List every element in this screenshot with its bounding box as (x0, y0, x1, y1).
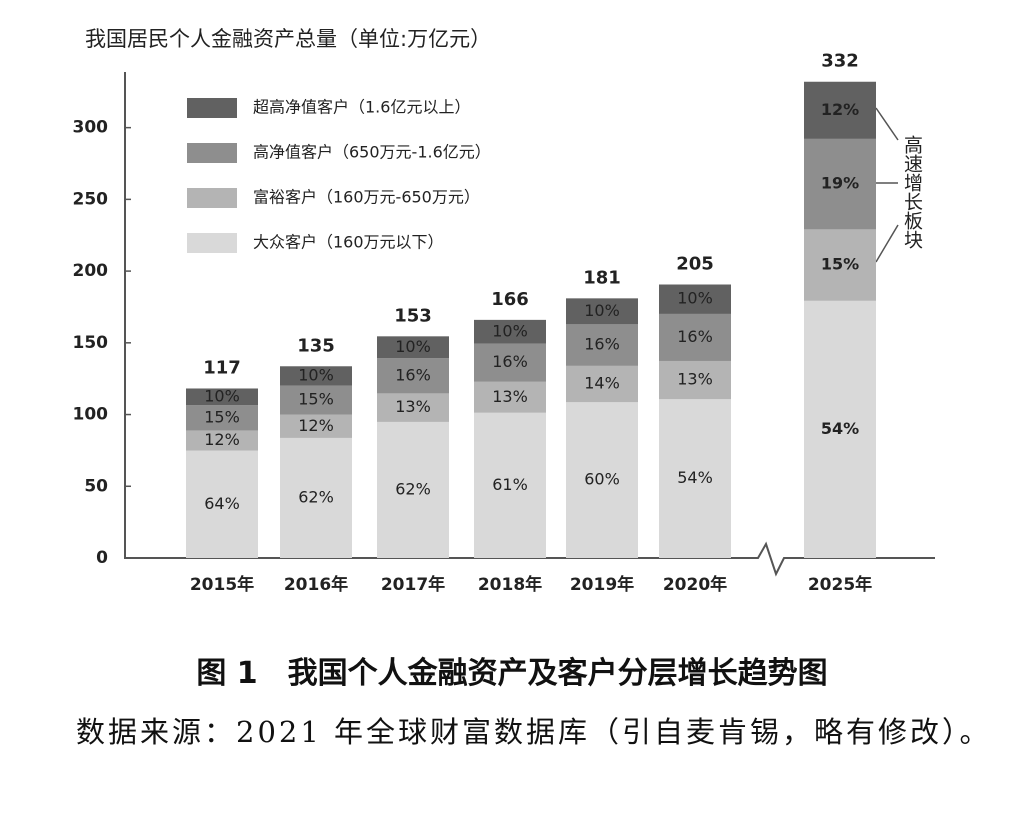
bar-segment (804, 81, 876, 139)
legend-label: 富裕客户（160万元-650万元） (253, 188, 480, 207)
segment-label: 14% (584, 374, 620, 393)
y-tick-label: 150 (73, 333, 109, 353)
segment-label: 54% (677, 468, 713, 487)
caption: 图 1 我国个人金融资产及客户分层增长趋势图 (196, 656, 828, 691)
segment-label: 10% (204, 386, 240, 405)
y-tick-label: 200 (73, 261, 109, 281)
legend-swatch (187, 188, 237, 208)
bar-segment (186, 430, 258, 451)
bar-segment (280, 385, 352, 415)
legend-label: 高净值客户（650万元-1.6亿元） (253, 143, 491, 162)
segment-label: 12% (298, 416, 334, 435)
bar-segment (377, 393, 449, 422)
bar-segment (280, 437, 352, 558)
x-tick-label: 2025年 (808, 574, 872, 595)
total-label: 166 (491, 289, 529, 310)
segment-label: 60% (584, 470, 620, 489)
total-label: 332 (821, 51, 859, 72)
bar-segment (377, 358, 449, 394)
bar-segment (186, 405, 258, 431)
segment-label: 10% (298, 365, 334, 384)
y-tick-label: 100 (73, 405, 109, 425)
y-tick-label: 50 (84, 476, 108, 496)
segment-label: 12% (821, 100, 859, 119)
bar-segment (377, 421, 449, 558)
y-tick-label: 300 (73, 118, 109, 138)
segment-label: 62% (298, 487, 334, 506)
bar-segment (659, 284, 731, 314)
legend-swatch (187, 98, 237, 118)
bar-segment (280, 414, 352, 438)
x-tick-label: 2015年 (190, 574, 254, 595)
bar-segment (474, 381, 546, 413)
bar-segment (474, 343, 546, 382)
x-tick-label: 2020年 (663, 574, 727, 595)
bar-segment (377, 336, 449, 359)
segment-label: 15% (821, 255, 859, 274)
segment-label: 54% (821, 419, 859, 438)
legend-label: 超高净值客户（1.6亿元以上） (253, 98, 470, 117)
segment-label: 10% (395, 337, 431, 356)
bar-segment (804, 229, 876, 301)
legend-swatch (187, 143, 237, 163)
segment-label: 16% (584, 335, 620, 354)
legend-label: 大众客户（160万元以下） (253, 233, 444, 252)
chart-title: 我国居民个人金融资产总量（单位:万亿元） (85, 27, 491, 51)
bar-segment (566, 298, 638, 325)
total-label: 117 (203, 357, 241, 378)
total-label: 205 (676, 254, 714, 275)
segment-label: 15% (204, 407, 240, 426)
x-tick-label: 2017年 (381, 574, 445, 595)
total-label: 181 (583, 267, 621, 288)
bar-segment (186, 450, 258, 558)
segment-label: 12% (204, 430, 240, 449)
bar-segment (280, 366, 352, 386)
bar-segment (566, 324, 638, 366)
segment-label: 64% (204, 494, 240, 513)
segment-label: 15% (298, 390, 334, 409)
annotation-lines (875, 107, 899, 263)
x-tick-label: 2019年 (570, 574, 634, 595)
total-label: 153 (394, 305, 432, 326)
bar-segment (566, 402, 638, 558)
bar-segment (474, 412, 546, 558)
bar-segment (659, 313, 731, 361)
bar-segment (566, 365, 638, 403)
legend-swatch (187, 233, 237, 253)
bar-segment (474, 319, 546, 344)
segment-label: 13% (395, 397, 431, 416)
segment-label: 19% (821, 174, 859, 193)
segment-label: 13% (677, 370, 713, 389)
segment-label: 10% (584, 301, 620, 320)
total-label: 135 (297, 335, 335, 356)
bar-segment (804, 138, 876, 230)
bar-segment (659, 360, 731, 400)
y-tick-label: 0 (96, 548, 108, 568)
segment-label: 62% (395, 479, 431, 498)
segment-label: 16% (395, 365, 431, 384)
x-tick-label: 2016年 (284, 574, 348, 595)
segment-label: 61% (492, 475, 528, 494)
bar-segment (804, 300, 876, 558)
chart: 我国居民个人金融资产总量（单位:万亿元） 高速增长板块 0 50 100 150 200… (73, 27, 935, 595)
bar-segment (186, 388, 258, 406)
y-tick-label: 250 (73, 189, 109, 209)
x-tick-label: 2018年 (478, 574, 542, 595)
segment-label: 13% (492, 387, 528, 406)
segment-label: 10% (677, 289, 713, 308)
source: 数据来源：2021 年全球财富数据库（引自麦肯锡，略有修改）。 (76, 715, 992, 749)
segment-label: 10% (492, 321, 528, 340)
segment-label: 16% (677, 327, 713, 346)
annotation: 高速增长板块 (901, 135, 923, 249)
segment-label: 16% (492, 352, 528, 371)
bar-segment (659, 399, 731, 558)
